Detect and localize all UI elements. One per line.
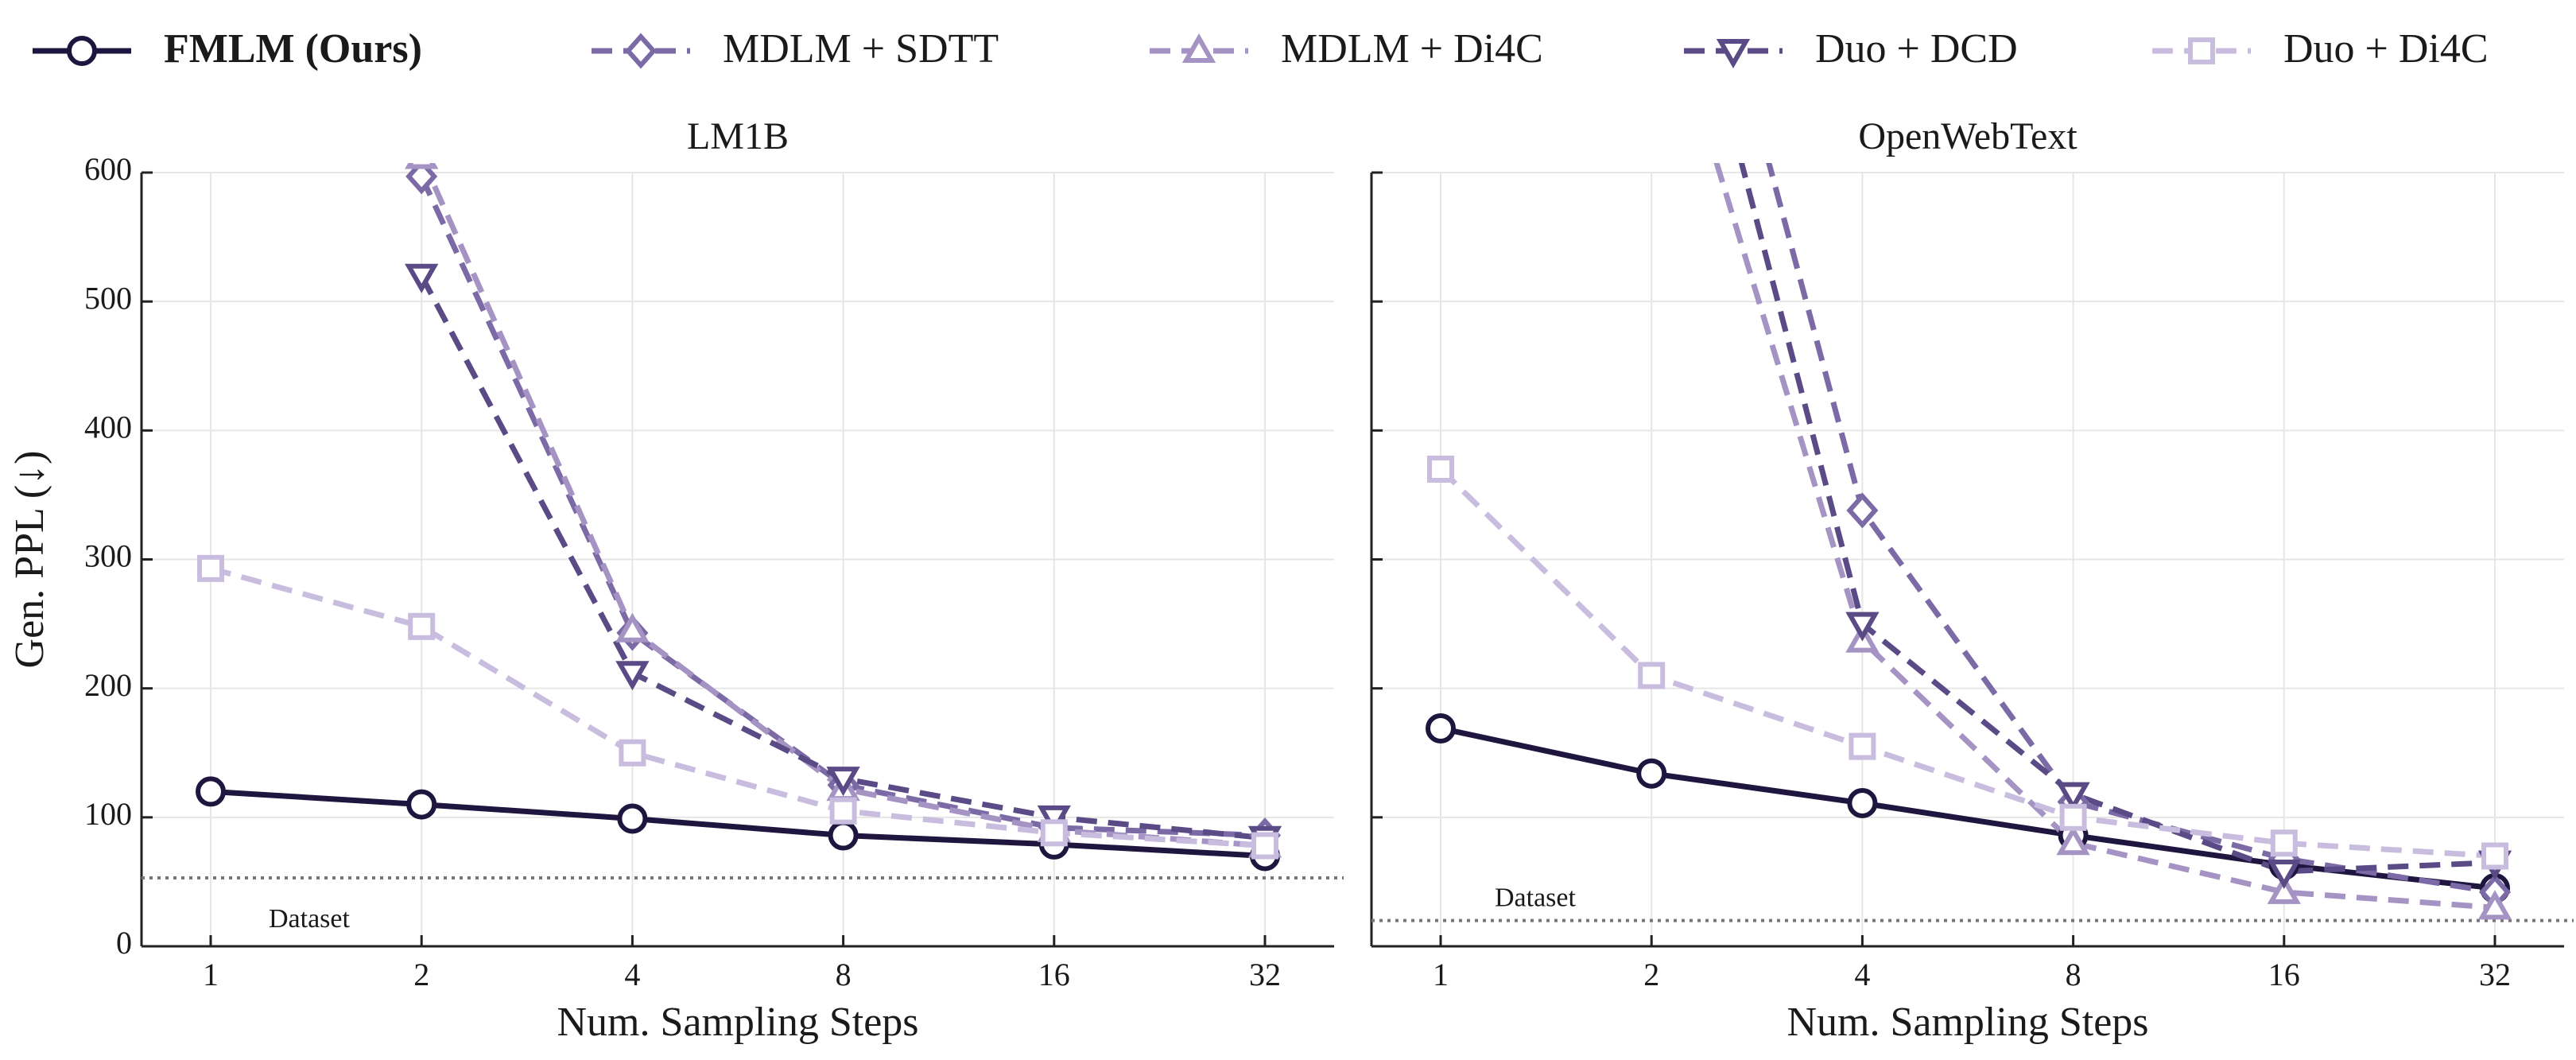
legend-item: Duo + DCD	[1684, 26, 2018, 72]
x-axis-label: Num. Sampling Steps	[557, 1000, 918, 1045]
legend-item: MDLM + Di4C	[1150, 26, 1543, 72]
y-tick-label: 400	[84, 410, 132, 445]
marker	[1846, 492, 1879, 529]
series-line	[210, 565, 1266, 849]
series-line	[1738, 163, 2496, 875]
marker	[2267, 874, 2301, 904]
plot-series	[196, 163, 1282, 872]
series-line	[210, 788, 1266, 859]
plot-series	[1426, 163, 2512, 920]
marker	[2056, 782, 2090, 812]
marker	[615, 661, 650, 691]
x-tick-label: 2	[1643, 957, 1659, 992]
chart-title: LM1B	[687, 115, 789, 157]
marker	[406, 789, 437, 820]
marker	[1638, 662, 1666, 689]
x-tick-label: 16	[2268, 957, 2300, 992]
marker	[405, 163, 438, 195]
marker	[408, 612, 436, 640]
chart-title: OpenWebText	[1858, 115, 2077, 157]
marker	[1849, 732, 1876, 760]
series-line	[1713, 163, 2496, 911]
x-tick-label: 32	[1249, 957, 1281, 992]
marker	[828, 820, 859, 851]
legend-item: MDLM + SDTT	[592, 26, 999, 72]
legend-marker	[67, 36, 97, 66]
marker	[2267, 859, 2301, 889]
y-tick-label: 600	[84, 151, 132, 187]
x-axis-label: Num. Sampling Steps	[1787, 1000, 2148, 1045]
x-tick-label: 8	[836, 957, 852, 992]
marker	[2481, 842, 2508, 870]
marker	[1427, 455, 1454, 483]
marker	[1040, 819, 1068, 847]
legend-marker	[624, 33, 658, 69]
marker	[617, 803, 648, 834]
marker	[619, 739, 646, 767]
marker	[1847, 787, 1878, 818]
marker	[2477, 890, 2512, 920]
x-tick-label: 8	[2066, 957, 2081, 992]
marker	[1845, 612, 1880, 642]
marker	[2270, 829, 2298, 857]
x-tick-label: 2	[413, 957, 429, 992]
x-tick-label: 1	[1433, 957, 1449, 992]
marker	[2056, 825, 2090, 856]
marker	[405, 163, 439, 169]
x-tick-label: 4	[1854, 957, 1870, 992]
x-tick-label: 32	[2479, 957, 2511, 992]
y-tick-label: 0	[116, 925, 132, 961]
series-line	[1766, 163, 2496, 895]
marker	[615, 612, 650, 643]
legend-marker	[2188, 37, 2215, 64]
marker	[405, 263, 439, 293]
marker	[826, 767, 860, 797]
series-line	[419, 175, 1266, 839]
legend-marker	[1716, 39, 1751, 69]
y-axis-label: Gen. PPL (↓)	[7, 451, 52, 669]
legend-label: Duo + DCD	[1815, 26, 2018, 72]
series-line	[1440, 725, 2496, 891]
reference-label: Dataset	[1495, 883, 1577, 912]
marker	[197, 554, 224, 582]
x-tick-label: 4	[624, 957, 640, 992]
marker	[2059, 803, 2087, 831]
legend-item: Duo + Di4C	[2152, 26, 2489, 72]
marker	[1037, 805, 1071, 835]
y-tick-label: 100	[84, 796, 132, 832]
series-line	[1438, 467, 2496, 859]
legend-marker	[1181, 33, 1216, 63]
legend-label: MDLM + SDTT	[723, 26, 999, 72]
legend-label: MDLM + Di4C	[1281, 26, 1543, 72]
reference-label: Dataset	[269, 904, 351, 934]
legend-label: Duo + Di4C	[2283, 26, 2489, 72]
marker	[829, 797, 857, 825]
y-tick-label: 300	[84, 538, 132, 574]
x-tick-label: 16	[1038, 957, 1070, 992]
marker	[196, 776, 226, 807]
legend-label: FMLM (Ours)	[164, 26, 422, 72]
x-tick-label: 1	[203, 957, 219, 992]
marker	[1636, 758, 1667, 789]
y-tick-label: 200	[84, 667, 132, 703]
marker	[1426, 712, 1456, 744]
marker	[1251, 832, 1278, 860]
y-tick-label: 500	[84, 280, 132, 316]
legend-item: FMLM (Ours)	[33, 26, 422, 72]
